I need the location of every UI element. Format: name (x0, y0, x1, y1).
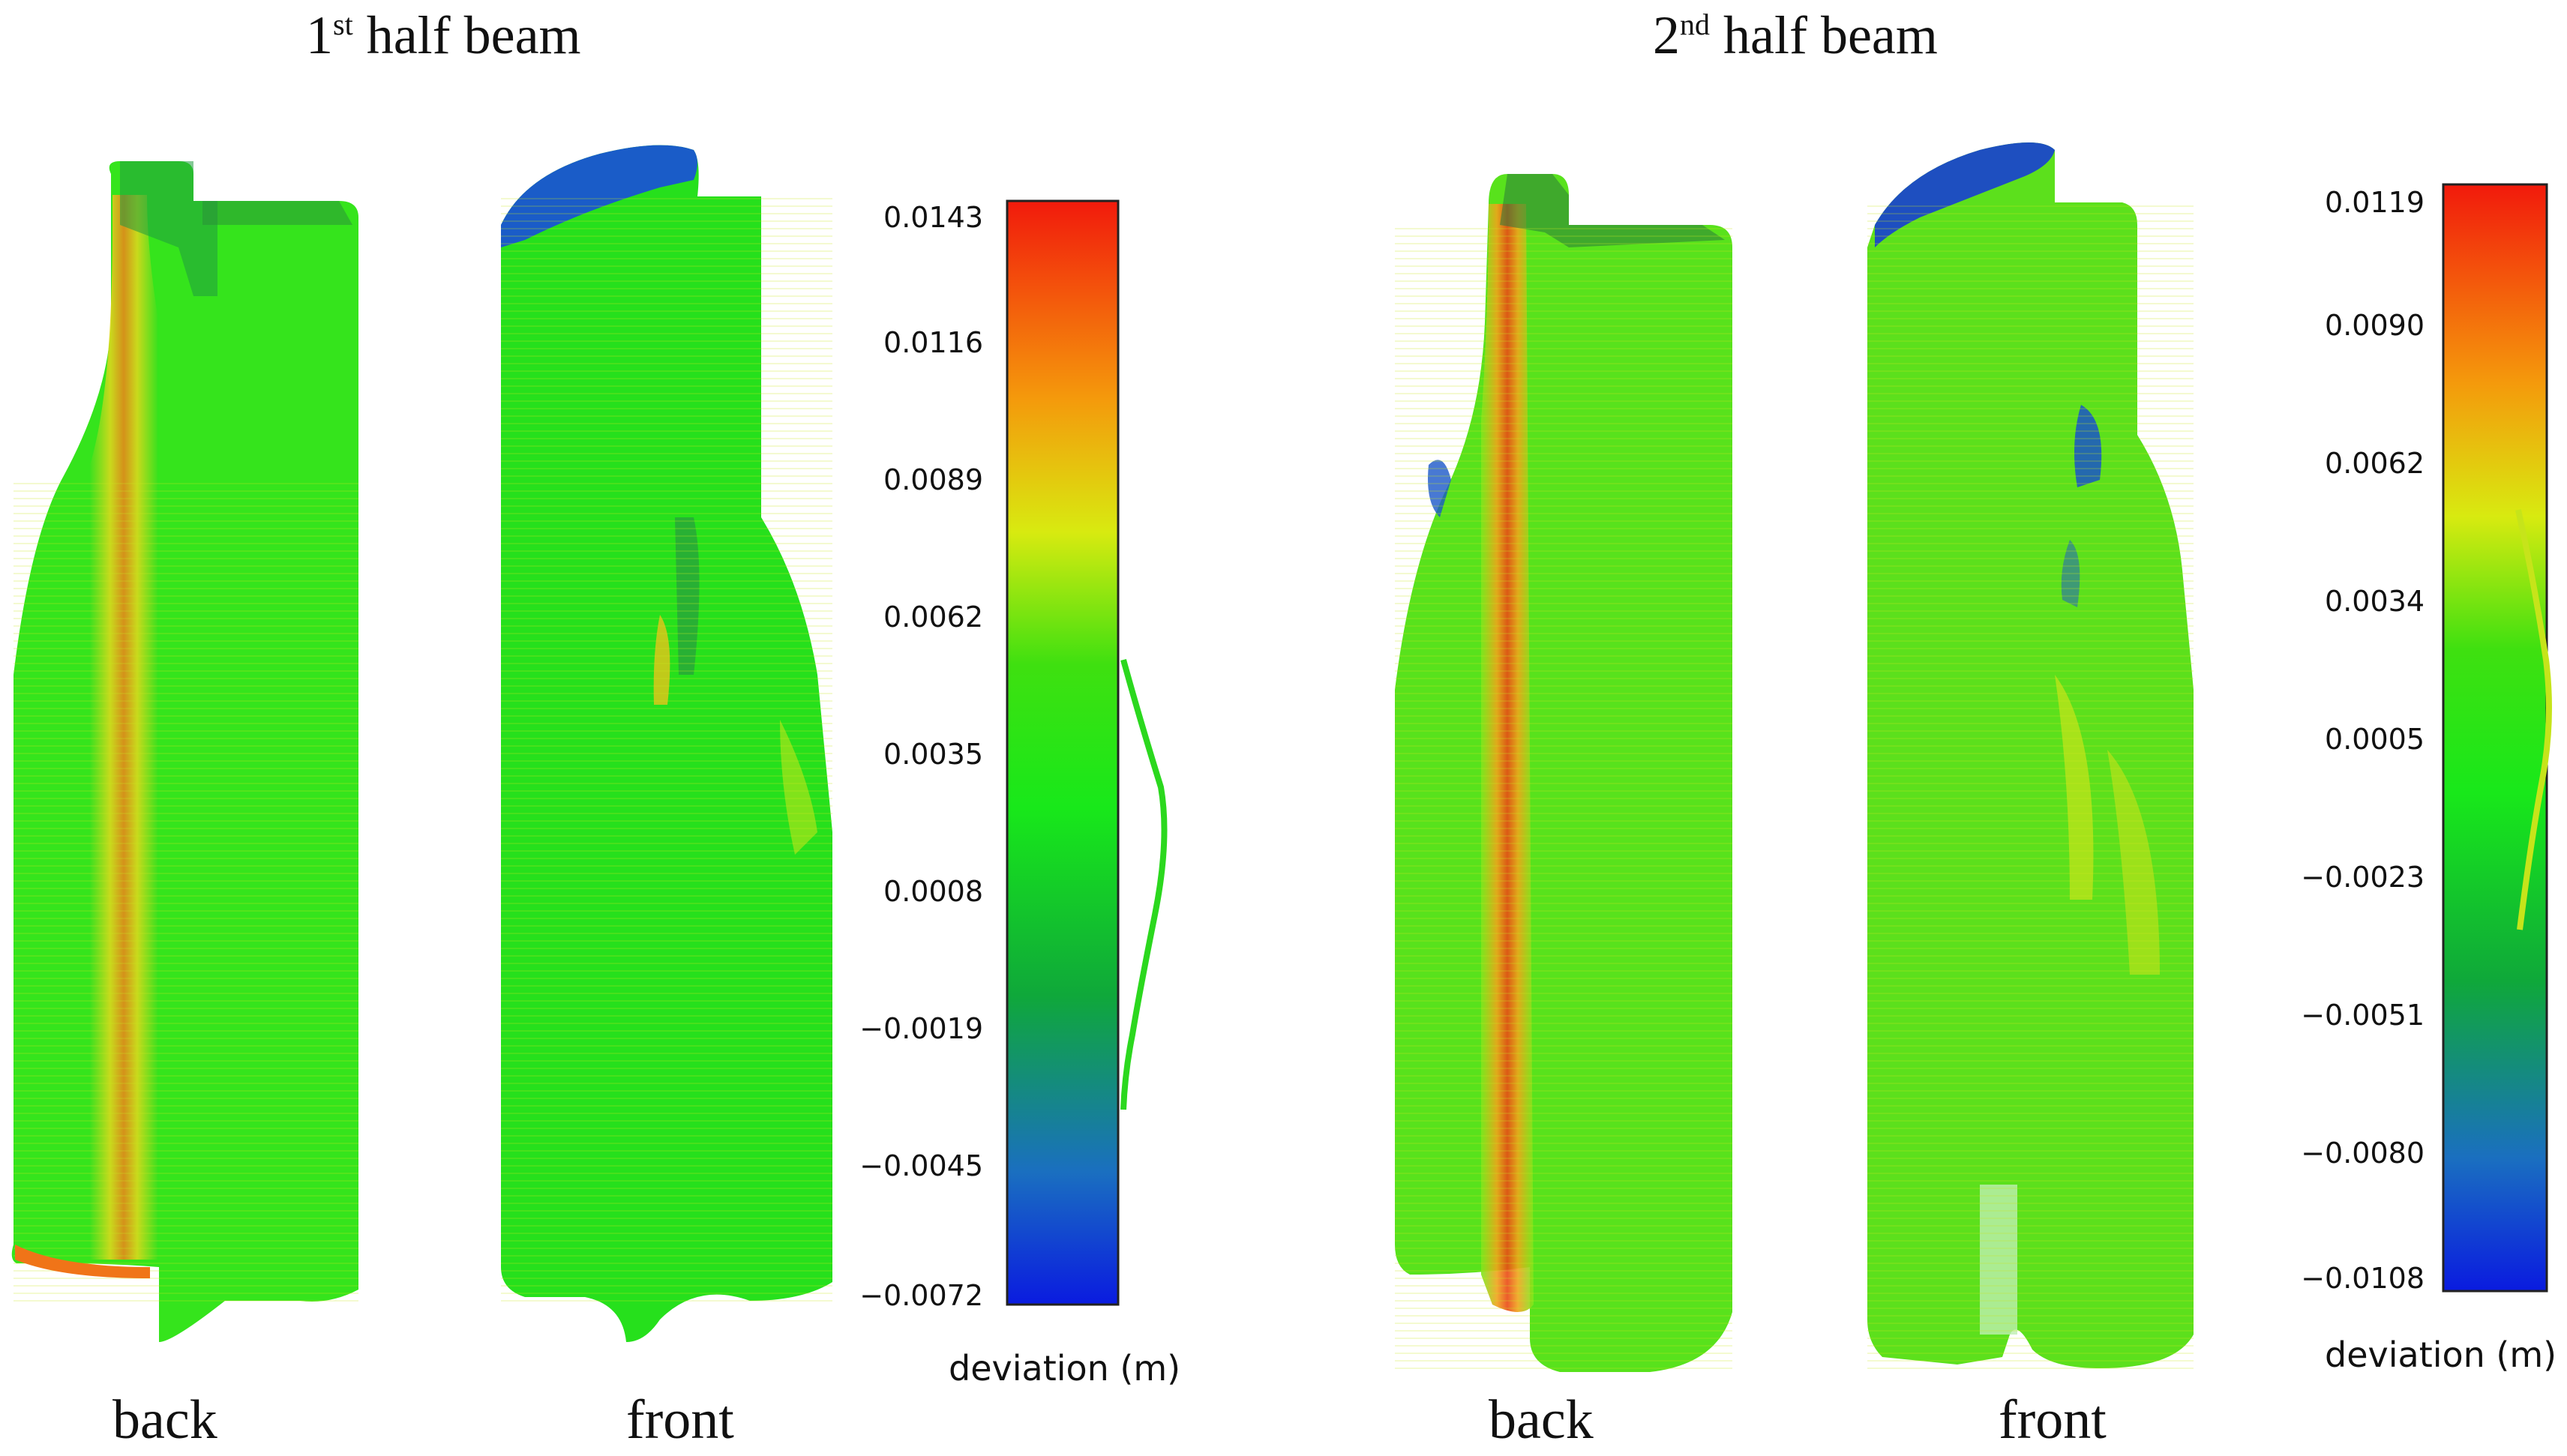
panel-1-back-beam (11, 161, 358, 1342)
cbar2-tick: 0.0005 (2325, 723, 2425, 756)
cbar1-tick: 0.0062 (883, 601, 983, 634)
cbar2-tick: −0.0108 (2301, 1262, 2425, 1295)
cbar2-tick: 0.0119 (2325, 186, 2425, 219)
cbar2-tick: 0.0034 (2325, 585, 2425, 618)
panel-2-colorbar (2442, 183, 2552, 1293)
cbar1-tick: 0.0035 (883, 738, 983, 771)
panel-1-colorbar-label: deviation (m) (949, 1348, 1181, 1389)
cbar2-tick: 0.0090 (2325, 309, 2425, 342)
panel-2-front-label: front (1999, 1389, 2107, 1451)
cbar1-tick: −0.0019 (859, 1012, 983, 1045)
cbar1-tick: −0.0072 (859, 1279, 983, 1312)
panel-2-title: 2nd half beam (1653, 5, 1938, 65)
panel-2-colorbar-label: deviation (m) (2325, 1335, 2557, 1375)
cbar1-tick: −0.0045 (859, 1149, 983, 1182)
cbar1-tick: 0.0143 (883, 201, 983, 234)
panel-1-title: 1st half beam (306, 5, 581, 65)
cbar1-tick: 0.0008 (883, 875, 983, 908)
panel-2-back-label: back (1489, 1389, 1594, 1451)
panel-2-front-beam (1867, 142, 2194, 1372)
panel-1-colorbar (1006, 199, 1168, 1306)
panel-1-front-label: front (626, 1389, 734, 1451)
cbar2-tick: −0.0051 (2301, 999, 2425, 1032)
panel-1-back-label: back (112, 1389, 217, 1451)
cbar2-tick: −0.0080 (2301, 1137, 2425, 1170)
panel-1-front-beam (501, 145, 832, 1343)
cbar1-tick: 0.0089 (883, 463, 983, 496)
cbar2-tick: 0.0062 (2325, 447, 2425, 480)
panel-2-back-beam (1395, 174, 1732, 1372)
cbar1-tick: 0.0116 (883, 326, 983, 359)
cbar2-tick: −0.0023 (2301, 861, 2425, 894)
